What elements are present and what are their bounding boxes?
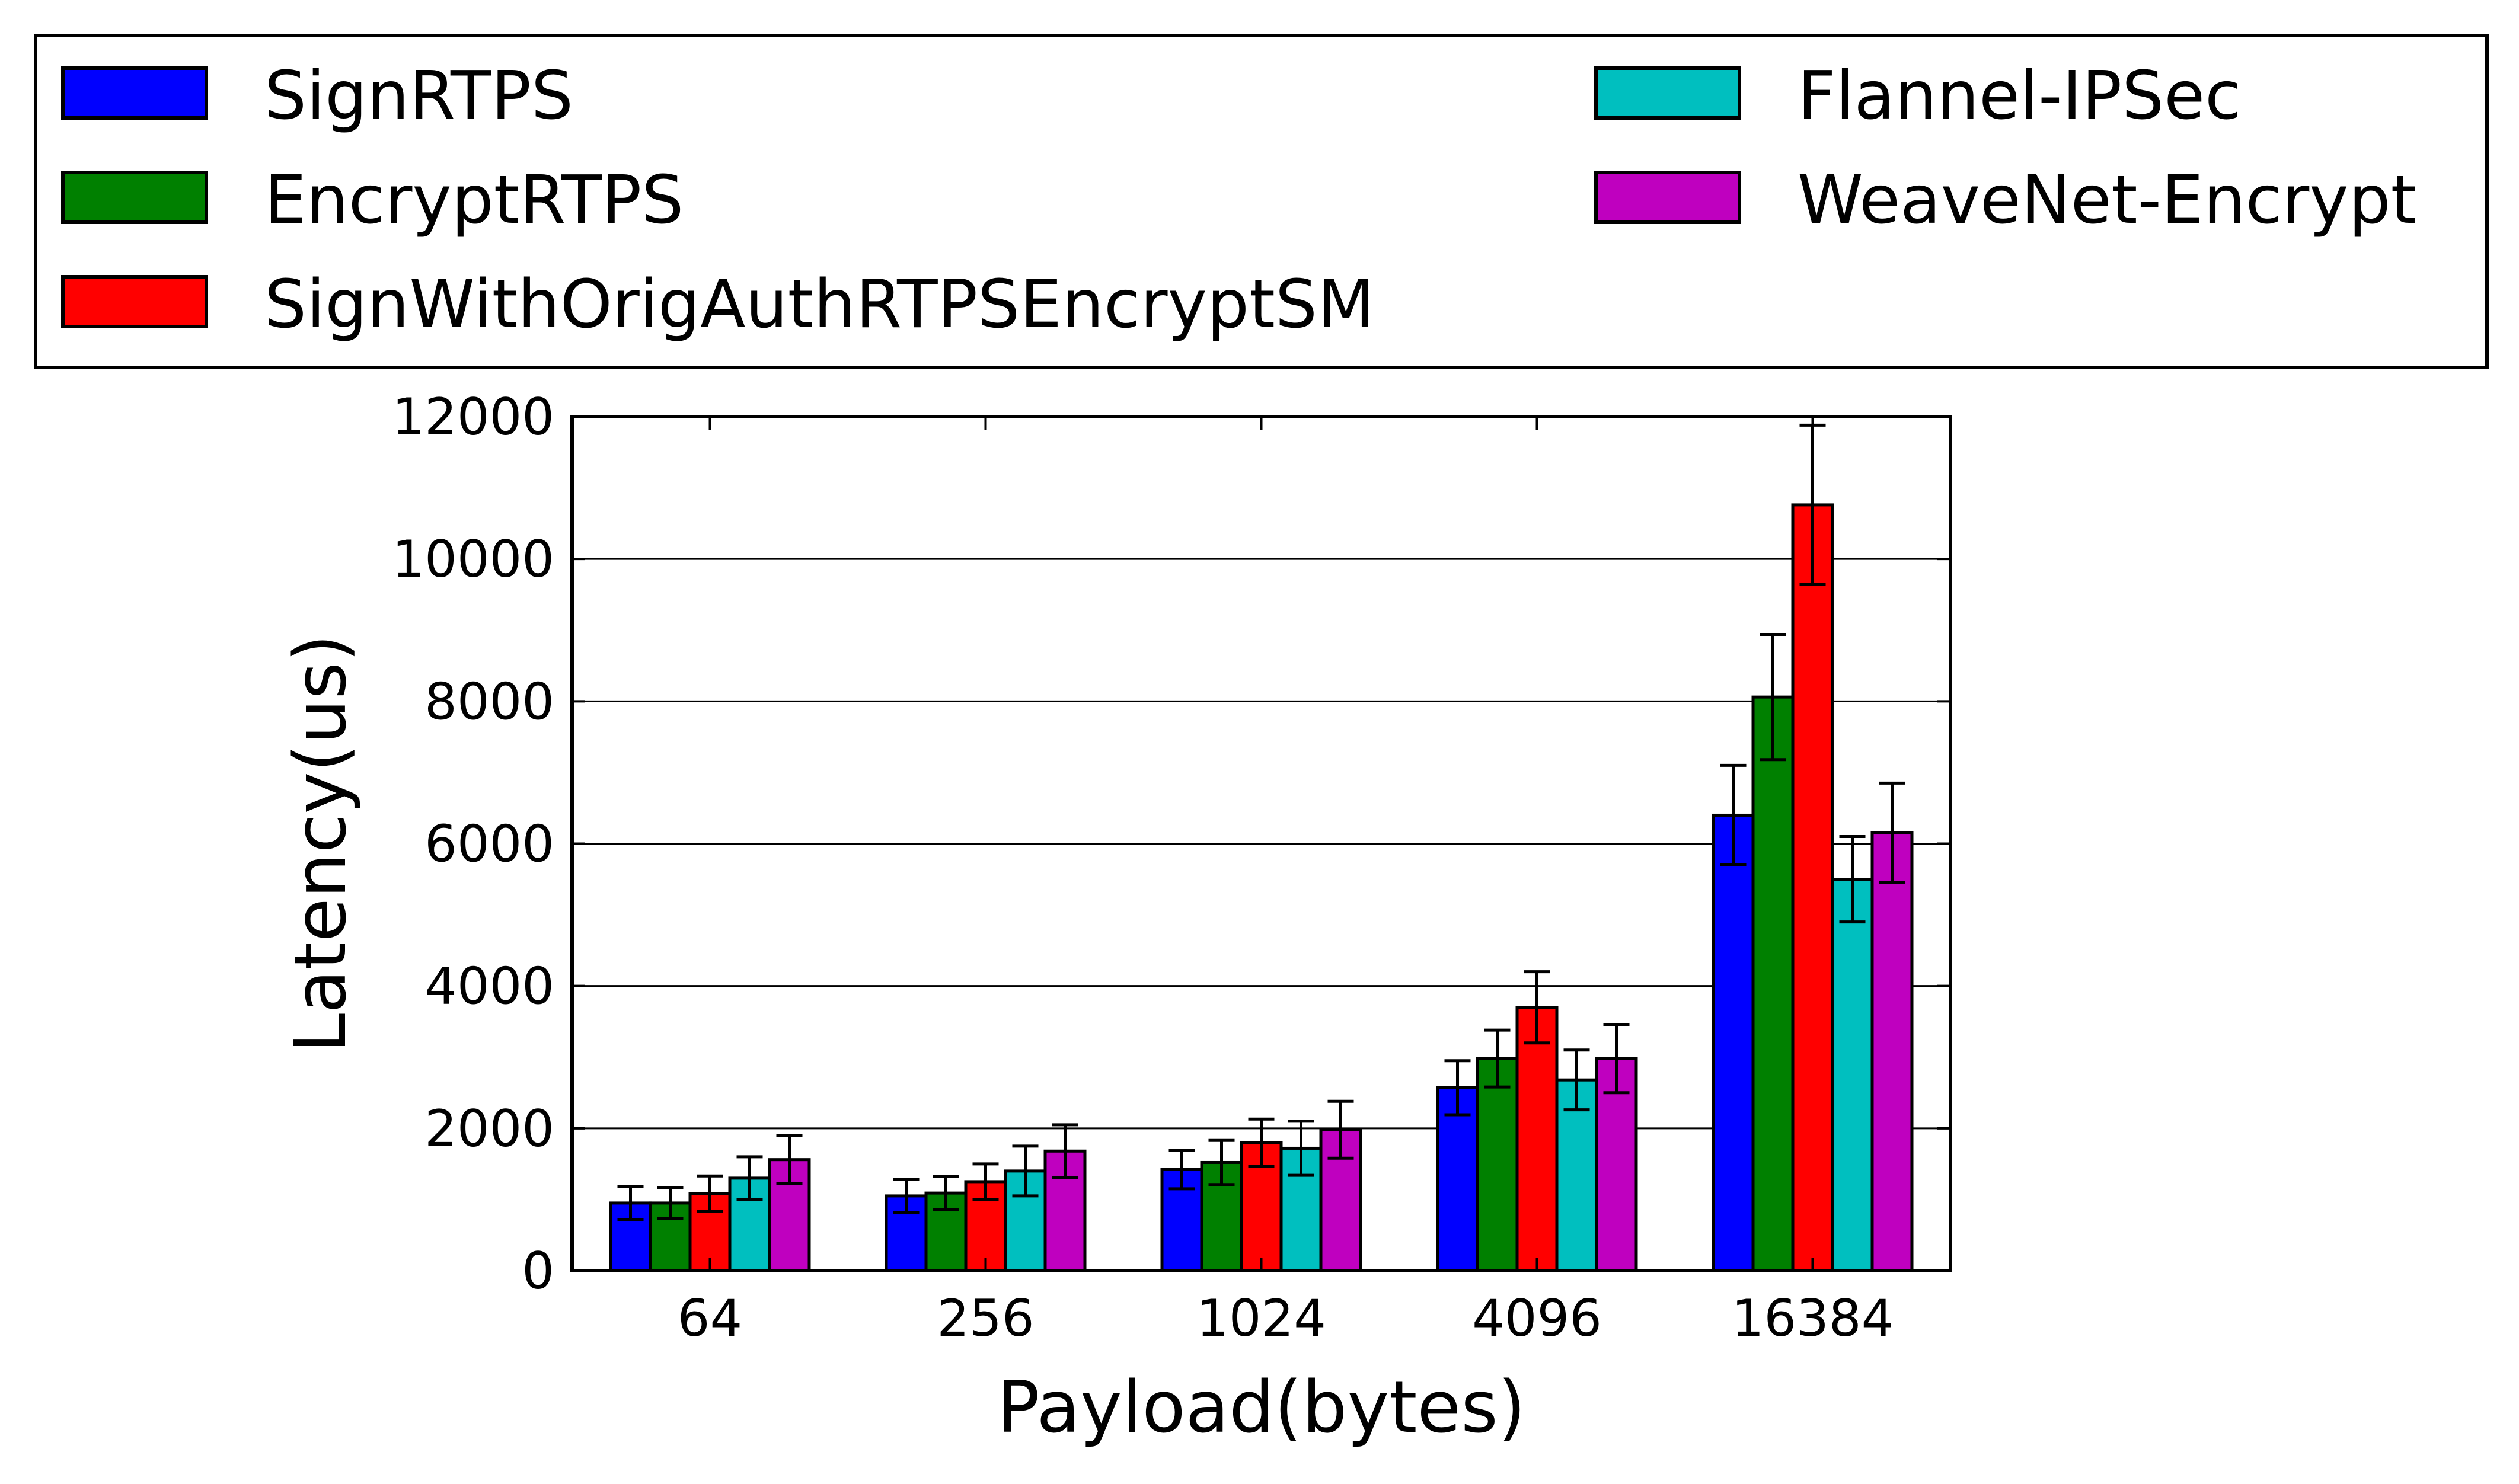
error-bar-4-1 <box>1052 1123 1078 1179</box>
error-bar-4-4 <box>1879 781 1905 885</box>
error-bar-0-1 <box>893 1178 920 1214</box>
bar-4-4 <box>1870 831 1914 1272</box>
bars <box>609 503 1914 1272</box>
y-tick-label-6: 12000 <box>392 388 554 447</box>
bar-2-4 <box>1791 503 1834 1272</box>
legend-swatch-2 <box>61 275 208 328</box>
legend-label-4: WeaveNet-Encrypt <box>1798 162 2417 239</box>
legend: SignRTPS EncryptRTPS SignWithOrigAuthRTPSE… <box>34 34 2489 369</box>
bar-3-4 <box>1831 878 1874 1272</box>
legend-swatch-0 <box>61 66 208 120</box>
legend-box <box>34 34 2489 369</box>
legend-item-1: EncryptRTPS <box>61 162 684 239</box>
error-bar-4-2 <box>1327 1099 1354 1160</box>
y-axis-label: Latency(us) <box>280 634 362 1053</box>
bar-2-3 <box>1515 1006 1559 1272</box>
y-tick-label-5: 10000 <box>392 530 554 589</box>
error-bar-1-2 <box>1208 1138 1235 1186</box>
x-axis-label: Payload(bytes) <box>997 1367 1525 1449</box>
error-bar-3-1 <box>1012 1144 1039 1198</box>
error-bar-2-0 <box>697 1174 723 1213</box>
error-bar-2-2 <box>1248 1117 1275 1168</box>
x-tick-label-2: 1024 <box>1196 1289 1326 1348</box>
error-bar-4-0 <box>776 1134 803 1185</box>
legend-swatch-4 <box>1594 171 1741 224</box>
x-tick-label-1: 256 <box>937 1289 1034 1348</box>
error-bar-2-1 <box>972 1162 999 1201</box>
legend-item-4: WeaveNet-Encrypt <box>1594 162 2417 239</box>
legend-swatch-3 <box>1594 66 1741 120</box>
error-bar-2-3 <box>1524 970 1550 1045</box>
legend-label-1: EncryptRTPS <box>264 162 684 239</box>
error-bar-3-4 <box>1839 834 1866 924</box>
bar-1-3 <box>1476 1057 1519 1272</box>
y-tick-label-4: 8000 <box>424 672 554 731</box>
legend-label-3: Flannel-IPSec <box>1798 57 2242 135</box>
error-bar-0-0 <box>617 1185 644 1221</box>
error-bar-1-0 <box>657 1186 684 1220</box>
x-tick-label-3: 4096 <box>1472 1289 1602 1348</box>
error-bar-1-3 <box>1484 1028 1511 1089</box>
error-bar-0-2 <box>1168 1149 1195 1191</box>
error-bar-0-3 <box>1444 1059 1471 1117</box>
y-tick-label-3: 6000 <box>424 815 554 874</box>
error-bar-1-4 <box>1760 632 1786 762</box>
error-bar-4-3 <box>1603 1023 1630 1095</box>
legend-label-0: SignRTPS <box>264 57 573 135</box>
legend-label-2: SignWithOrigAuthRTPSEncryptSM <box>264 266 1375 343</box>
bar-0-4 <box>1712 813 1755 1272</box>
error-bar-3-3 <box>1563 1048 1590 1112</box>
axis-ticks: 0 2000 4000 6000 8000 10000 12000 64 256 1024 4096… <box>392 388 1950 1348</box>
error-bars <box>617 423 1905 1221</box>
y-tick-label-1: 2000 <box>424 1099 554 1159</box>
error-bar-0-4 <box>1720 763 1747 867</box>
error-bar-3-0 <box>736 1155 763 1201</box>
legend-item-0: SignRTPS <box>61 57 573 135</box>
x-tick-label-0: 64 <box>678 1289 742 1348</box>
bar-1-4 <box>1751 695 1795 1272</box>
y-tick-label-0: 0 <box>522 1242 554 1301</box>
legend-swatch-1 <box>61 171 208 224</box>
legend-item-3: Flannel-IPSec <box>1594 57 2242 135</box>
legend-item-2: SignWithOrigAuthRTPSEncryptSM <box>61 266 1375 343</box>
x-tick-label-4: 16384 <box>1732 1289 1894 1348</box>
error-bar-1-1 <box>933 1175 959 1211</box>
error-bar-3-2 <box>1288 1120 1314 1177</box>
y-tick-label-2: 4000 <box>424 957 554 1016</box>
